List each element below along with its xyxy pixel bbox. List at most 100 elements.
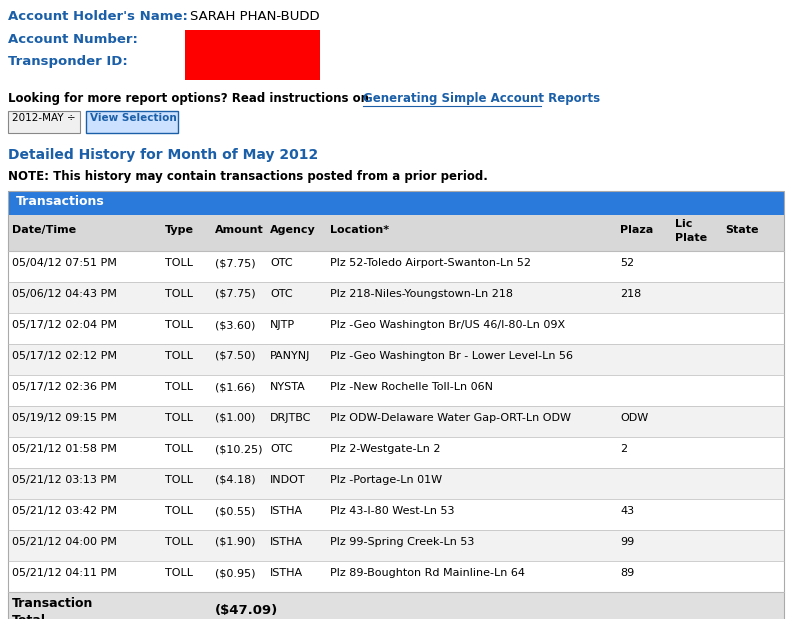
Text: Detailed History for Month of May 2012: Detailed History for Month of May 2012 xyxy=(8,148,318,162)
Text: Type: Type xyxy=(165,225,194,235)
Text: 05/21/12 03:13 PM: 05/21/12 03:13 PM xyxy=(12,475,116,485)
Text: 89: 89 xyxy=(620,568,634,578)
Text: ($1.66): ($1.66) xyxy=(215,382,255,392)
Text: 99: 99 xyxy=(620,537,634,547)
Bar xyxy=(8,344,784,375)
Text: 05/17/12 02:04 PM: 05/17/12 02:04 PM xyxy=(12,320,117,330)
Text: Plaza: Plaza xyxy=(620,225,653,235)
Text: Agency: Agency xyxy=(270,225,316,235)
Text: Plz ODW-Delaware Water Gap-ORT-Ln ODW: Plz ODW-Delaware Water Gap-ORT-Ln ODW xyxy=(330,413,571,423)
Text: 218: 218 xyxy=(620,289,642,299)
Text: Plz 43-I-80 West-Ln 53: Plz 43-I-80 West-Ln 53 xyxy=(330,506,455,516)
Text: Plz 99-Spring Creek-Ln 53: Plz 99-Spring Creek-Ln 53 xyxy=(330,537,474,547)
Text: TOLL: TOLL xyxy=(165,506,193,516)
Text: Plz -Portage-Ln 01W: Plz -Portage-Ln 01W xyxy=(330,475,442,485)
Text: Transaction: Transaction xyxy=(12,597,93,610)
Text: Transponder ID:: Transponder ID: xyxy=(8,55,128,68)
Text: Transactions: Transactions xyxy=(16,195,105,208)
Text: ($7.75): ($7.75) xyxy=(215,289,256,299)
Text: ($1.90): ($1.90) xyxy=(215,537,256,547)
Text: Looking for more report options? Read instructions on: Looking for more report options? Read in… xyxy=(8,92,373,105)
Text: TOLL: TOLL xyxy=(165,568,193,578)
Text: NOTE: This history may contain transactions posted from a prior period.: NOTE: This history may contain transacti… xyxy=(8,170,488,183)
Text: TOLL: TOLL xyxy=(165,444,193,454)
Text: ($7.75): ($7.75) xyxy=(215,258,256,268)
Text: Account Number:: Account Number: xyxy=(8,33,138,46)
Text: 2: 2 xyxy=(620,444,627,454)
Text: TOLL: TOLL xyxy=(165,320,193,330)
Text: TOLL: TOLL xyxy=(165,537,193,547)
Text: ($10.25): ($10.25) xyxy=(215,444,262,454)
Text: ($7.50): ($7.50) xyxy=(215,351,256,361)
Text: 05/19/12 09:15 PM: 05/19/12 09:15 PM xyxy=(12,413,117,423)
Bar xyxy=(8,437,784,468)
Text: ISTHA: ISTHA xyxy=(270,506,303,516)
Text: OTC: OTC xyxy=(270,444,292,454)
Text: ODW: ODW xyxy=(620,413,648,423)
Text: 05/21/12 01:58 PM: 05/21/12 01:58 PM xyxy=(12,444,117,454)
Text: Total: Total xyxy=(12,614,46,619)
Text: 05/21/12 04:00 PM: 05/21/12 04:00 PM xyxy=(12,537,117,547)
Bar xyxy=(8,282,784,313)
Bar xyxy=(86,111,178,133)
Text: OTC: OTC xyxy=(270,258,292,268)
Text: View Selection: View Selection xyxy=(90,113,177,123)
Bar xyxy=(8,561,784,592)
Text: ($4.18): ($4.18) xyxy=(215,475,256,485)
Text: 05/17/12 02:12 PM: 05/17/12 02:12 PM xyxy=(12,351,117,361)
Text: Plate: Plate xyxy=(675,233,707,243)
Text: 05/04/12 07:51 PM: 05/04/12 07:51 PM xyxy=(12,258,117,268)
Text: ISTHA: ISTHA xyxy=(270,537,303,547)
Text: 52: 52 xyxy=(620,258,634,268)
Text: SARAH PHAN-BUDD: SARAH PHAN-BUDD xyxy=(190,10,320,23)
Bar xyxy=(8,215,784,251)
Text: State: State xyxy=(725,225,759,235)
Text: OTC: OTC xyxy=(270,289,292,299)
Bar xyxy=(185,30,320,80)
Bar xyxy=(8,313,784,344)
Text: 2012-MAY ÷: 2012-MAY ÷ xyxy=(12,113,75,123)
Text: ISTHA: ISTHA xyxy=(270,568,303,578)
Text: Amount: Amount xyxy=(215,225,264,235)
Bar xyxy=(8,251,784,282)
Text: TOLL: TOLL xyxy=(165,475,193,485)
Text: Plz 89-Boughton Rd Mainline-Ln 64: Plz 89-Boughton Rd Mainline-Ln 64 xyxy=(330,568,525,578)
Bar xyxy=(8,592,784,619)
Bar xyxy=(8,111,80,133)
Text: TOLL: TOLL xyxy=(165,351,193,361)
Text: TOLL: TOLL xyxy=(165,413,193,423)
Text: Plz -Geo Washington Br - Lower Level-Ln 56: Plz -Geo Washington Br - Lower Level-Ln … xyxy=(330,351,573,361)
Text: DRJTBC: DRJTBC xyxy=(270,413,311,423)
Bar xyxy=(8,499,784,530)
Text: 05/21/12 03:42 PM: 05/21/12 03:42 PM xyxy=(12,506,117,516)
Text: Plz -New Rochelle Toll-Ln 06N: Plz -New Rochelle Toll-Ln 06N xyxy=(330,382,493,392)
Text: ($47.09): ($47.09) xyxy=(215,604,278,617)
Text: Plz 218-Niles-Youngstown-Ln 218: Plz 218-Niles-Youngstown-Ln 218 xyxy=(330,289,513,299)
Text: ($0.55): ($0.55) xyxy=(215,506,255,516)
Text: Lic: Lic xyxy=(675,219,692,229)
Bar xyxy=(8,468,784,499)
Text: Generating Simple Account Reports: Generating Simple Account Reports xyxy=(363,92,600,105)
Text: NJTP: NJTP xyxy=(270,320,295,330)
Bar xyxy=(8,530,784,561)
Text: TOLL: TOLL xyxy=(165,289,193,299)
Text: Date/Time: Date/Time xyxy=(12,225,76,235)
Text: Location*: Location* xyxy=(330,225,389,235)
Text: PANYNJ: PANYNJ xyxy=(270,351,310,361)
Bar xyxy=(8,191,784,215)
Text: 05/17/12 02:36 PM: 05/17/12 02:36 PM xyxy=(12,382,117,392)
Text: Plz -Geo Washington Br/US 46/I-80-Ln 09X: Plz -Geo Washington Br/US 46/I-80-Ln 09X xyxy=(330,320,565,330)
Text: ($0.95): ($0.95) xyxy=(215,568,256,578)
Text: TOLL: TOLL xyxy=(165,382,193,392)
Text: Plz 2-Westgate-Ln 2: Plz 2-Westgate-Ln 2 xyxy=(330,444,440,454)
Text: 05/21/12 04:11 PM: 05/21/12 04:11 PM xyxy=(12,568,117,578)
Text: TOLL: TOLL xyxy=(165,258,193,268)
Bar xyxy=(8,191,784,619)
Bar xyxy=(8,375,784,406)
Text: ($3.60): ($3.60) xyxy=(215,320,255,330)
Text: Account Holder's Name:: Account Holder's Name: xyxy=(8,10,188,23)
Bar xyxy=(8,406,784,437)
Text: Plz 52-Toledo Airport-Swanton-Ln 52: Plz 52-Toledo Airport-Swanton-Ln 52 xyxy=(330,258,531,268)
Text: 05/06/12 04:43 PM: 05/06/12 04:43 PM xyxy=(12,289,117,299)
Text: INDOT: INDOT xyxy=(270,475,306,485)
